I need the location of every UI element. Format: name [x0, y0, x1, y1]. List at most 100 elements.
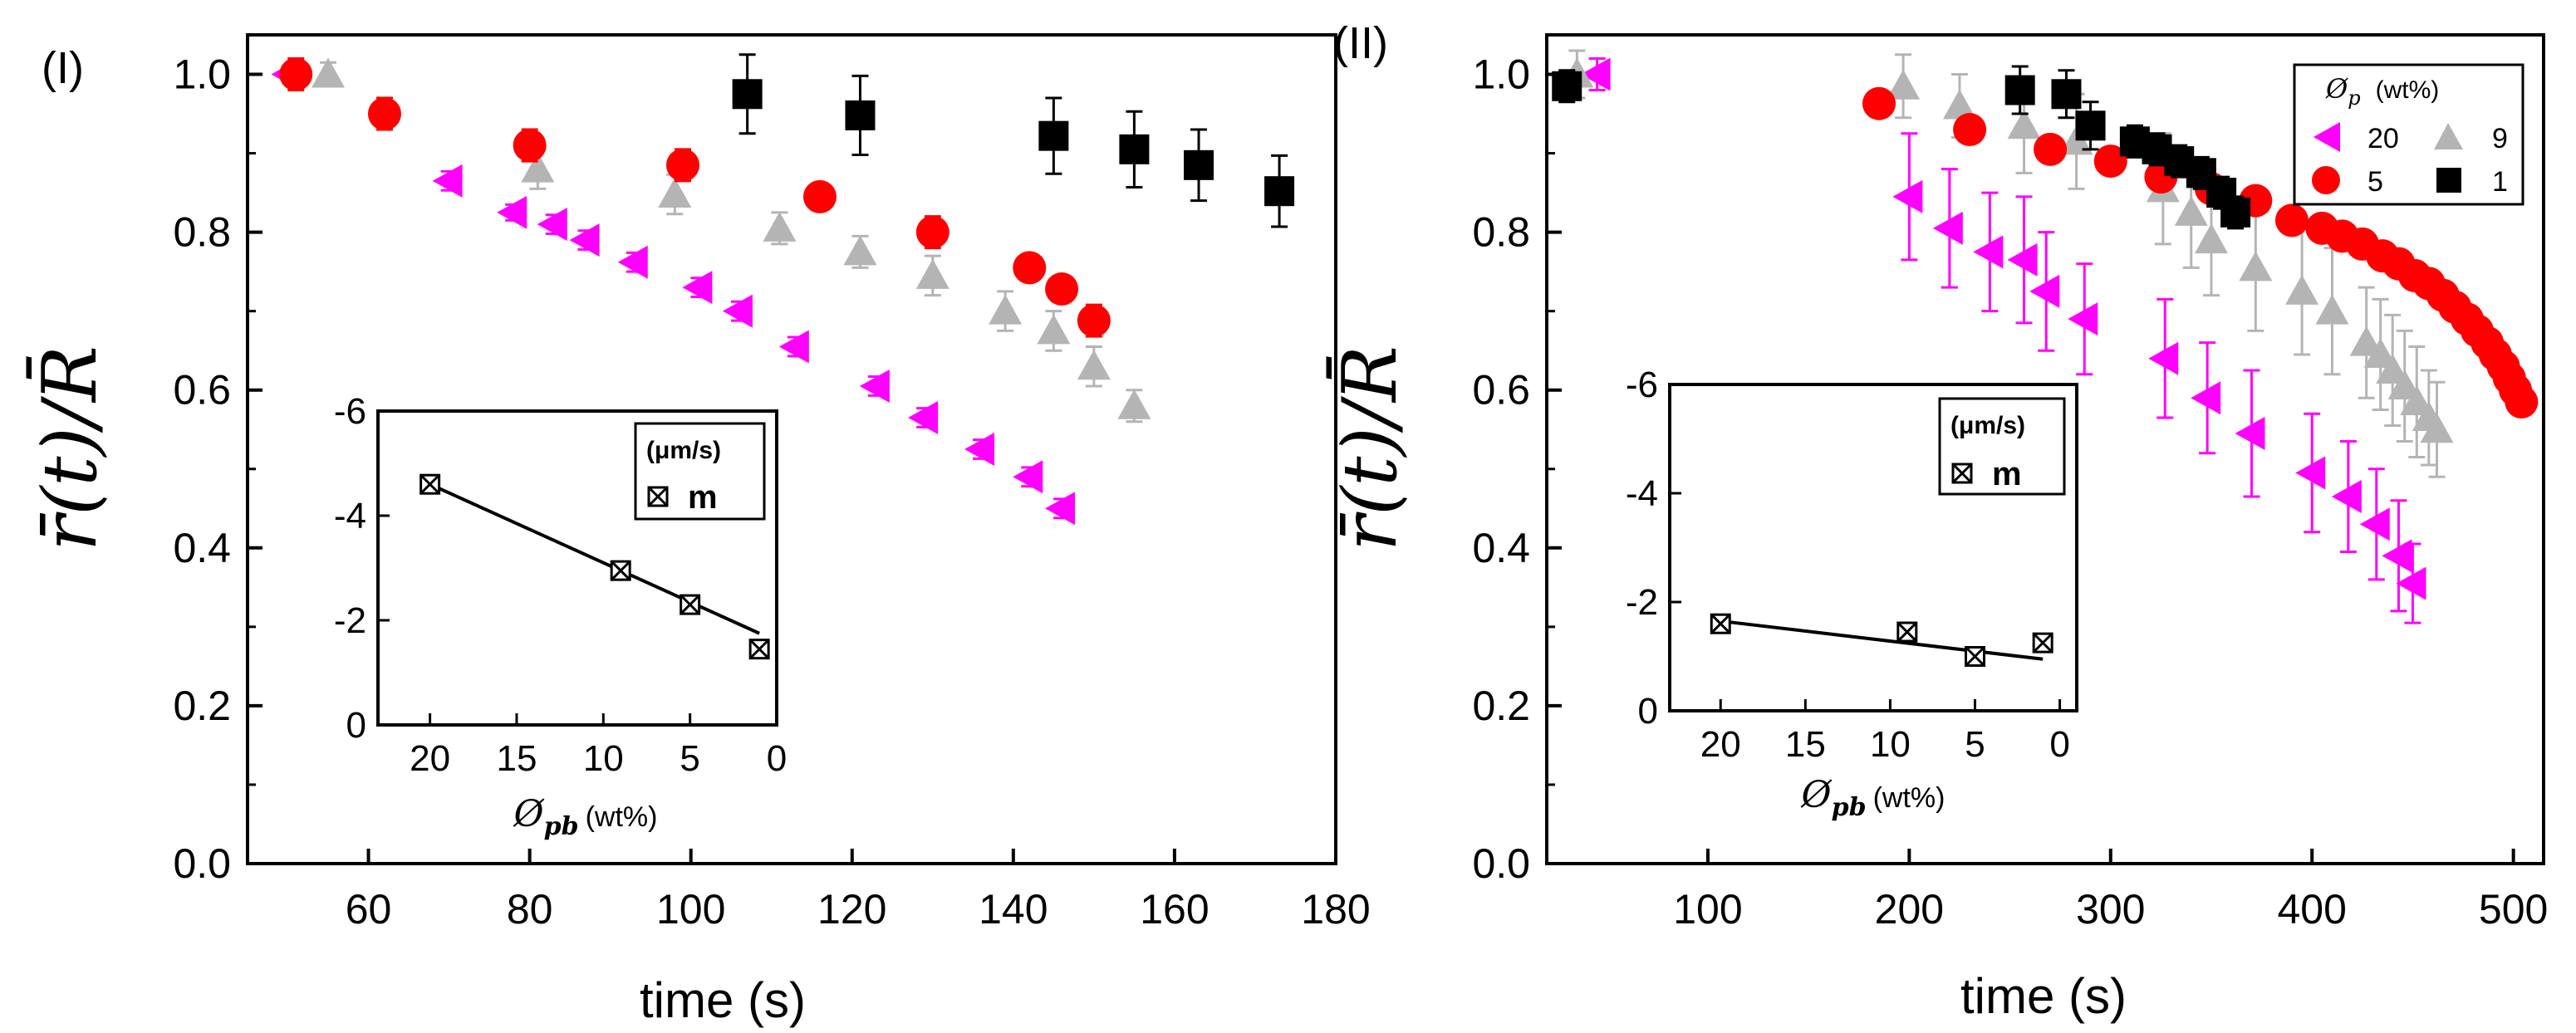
inset-data-point	[1965, 646, 1985, 667]
inset-x-tick-label: 0	[2049, 724, 2069, 765]
inset-y-tick-label: -6	[1626, 365, 1658, 405]
panel-1-inset-x-subscript: pb	[544, 812, 579, 841]
inset-fit-line	[1720, 619, 2044, 661]
data-point-20	[2068, 302, 2098, 336]
data-point-5	[1862, 86, 1896, 120]
inset-data-point	[610, 560, 631, 581]
data-point-5	[367, 97, 401, 131]
data-point-5	[2034, 132, 2068, 166]
data-point-9	[2400, 384, 2434, 415]
data-point-1	[1119, 134, 1150, 164]
data-point-20	[859, 369, 890, 403]
inset-data-point	[420, 473, 441, 495]
x-tick-label: 100	[1673, 886, 1742, 933]
series-1	[732, 53, 1295, 228]
data-point-20	[1013, 460, 1043, 494]
data-point-9	[2387, 369, 2421, 399]
data-point-9	[1117, 389, 1151, 419]
data-point-20	[908, 400, 939, 434]
data-point-5	[666, 148, 699, 182]
data-point-9	[1942, 89, 1976, 120]
inset-x-tick-label: 20	[410, 738, 450, 779]
inset-x-tick-label: 5	[680, 738, 699, 779]
data-point-9	[763, 211, 797, 242]
panel-2-inset-legend-label: m	[1992, 456, 2022, 492]
data-point-20	[964, 433, 995, 466]
data-point-9	[1037, 314, 1071, 345]
panel-1-y-axis-title: r̄(t)/R̄	[26, 345, 114, 551]
x-tick-label: 140	[979, 886, 1048, 933]
inset-data-point	[1710, 613, 1731, 634]
data-point-9	[312, 57, 346, 88]
x-tick-label: 100	[656, 886, 725, 933]
data-point-9	[915, 258, 949, 289]
inset-fit-line	[429, 482, 760, 635]
legend-marker-5	[2312, 166, 2340, 194]
inset-x-tick-label: 10	[583, 738, 624, 779]
panel-2-inset-y-ticks: 0 -2 -4 -6	[1626, 365, 1681, 732]
inset-y-tick-label: 0	[1638, 691, 1658, 732]
data-point-20	[1045, 492, 1076, 526]
panel-2-x-axis-title: time (s)	[1960, 968, 2127, 1024]
y-tick-label: 0.2	[1472, 683, 1530, 729]
data-point-20	[569, 223, 600, 257]
panel-2-legend-unit: (wt%)	[2376, 76, 2440, 104]
data-point-5	[2274, 203, 2309, 237]
x-tick-label: 180	[1301, 886, 1370, 933]
legend-marker-9	[2434, 123, 2463, 149]
inset-x-tick-label: 5	[1965, 724, 1985, 765]
data-point-9	[843, 235, 877, 266]
data-point-5	[1045, 272, 1079, 306]
legend-label-9: 9	[2492, 123, 2508, 154]
panel-1-x-ticks: 60 80 100 120 140 160 180	[346, 849, 1371, 933]
series-9	[1560, 49, 2454, 478]
y-tick-label: 0.6	[1472, 367, 1530, 414]
data-point-20	[682, 271, 713, 305]
data-point-5	[1953, 113, 1987, 147]
y-tick-label: 0.2	[173, 683, 231, 729]
x-tick-label: 60	[346, 886, 392, 933]
data-point-20	[1932, 211, 1963, 245]
inset-x-tick-label: 10	[1870, 724, 1911, 765]
y-tick-label: 1.0	[173, 51, 231, 98]
legend-marker-1	[2436, 168, 2461, 193]
panel-2-legend: Øp (wt%) 20 9 5 1	[2293, 63, 2524, 206]
panel-2-y-ticks: 0.0 0.2 0.4 0.6 0.8 1.0	[1472, 51, 1562, 887]
panel-2-inset-x-subscript: pb	[1832, 793, 1867, 822]
data-point-20	[2148, 341, 2179, 375]
panel-2-y-axis-title: r̄(t)/R̄	[1326, 345, 1414, 551]
data-point-20	[722, 294, 753, 328]
panel-1-inset-legend-label: m	[688, 479, 718, 516]
inset-data-point	[1896, 621, 1918, 643]
y-tick-label: 0.0	[173, 840, 231, 887]
y-tick-label: 0.8	[1472, 209, 1530, 256]
data-point-9	[521, 152, 555, 183]
data-point-9	[1077, 350, 1111, 380]
x-tick-label: 400	[2277, 886, 2346, 933]
panel-1-inset-y-ticks: 0 -2 -4 -6	[334, 391, 390, 746]
data-point-5	[513, 129, 547, 163]
inset-data-point	[748, 639, 770, 660]
y-tick-label: 0.4	[173, 525, 231, 571]
panel-1-inset-x-title: Øpb (wt%)	[513, 793, 658, 841]
data-point-20	[617, 245, 648, 279]
panel-2-legend-symbol: Ø	[2325, 73, 2348, 105]
inset-x-tick-label: 20	[1700, 724, 1741, 765]
y-tick-label: 0.6	[173, 367, 231, 414]
data-point-1	[1552, 71, 1582, 101]
x-tick-label: 160	[1140, 886, 1209, 933]
panel-1-inset-legend-marker	[647, 486, 669, 507]
data-point-9	[658, 177, 692, 208]
data-point-9	[989, 294, 1023, 325]
data-point-20	[778, 330, 809, 364]
data-point-5	[1077, 304, 1111, 338]
data-point-1	[2075, 110, 2106, 141]
x-tick-label: 80	[507, 886, 553, 933]
inset-y-tick-label: -4	[1626, 473, 1658, 514]
panel-2-inset-x-title: Øpb (wt%)	[1801, 774, 1945, 822]
legend-label-5: 5	[2367, 166, 2383, 198]
panel-1-series	[271, 53, 1295, 526]
data-point-1	[732, 79, 763, 110]
data-point-20	[2382, 539, 2412, 573]
panel-1-inset-x-unit: (wt%)	[586, 801, 658, 833]
